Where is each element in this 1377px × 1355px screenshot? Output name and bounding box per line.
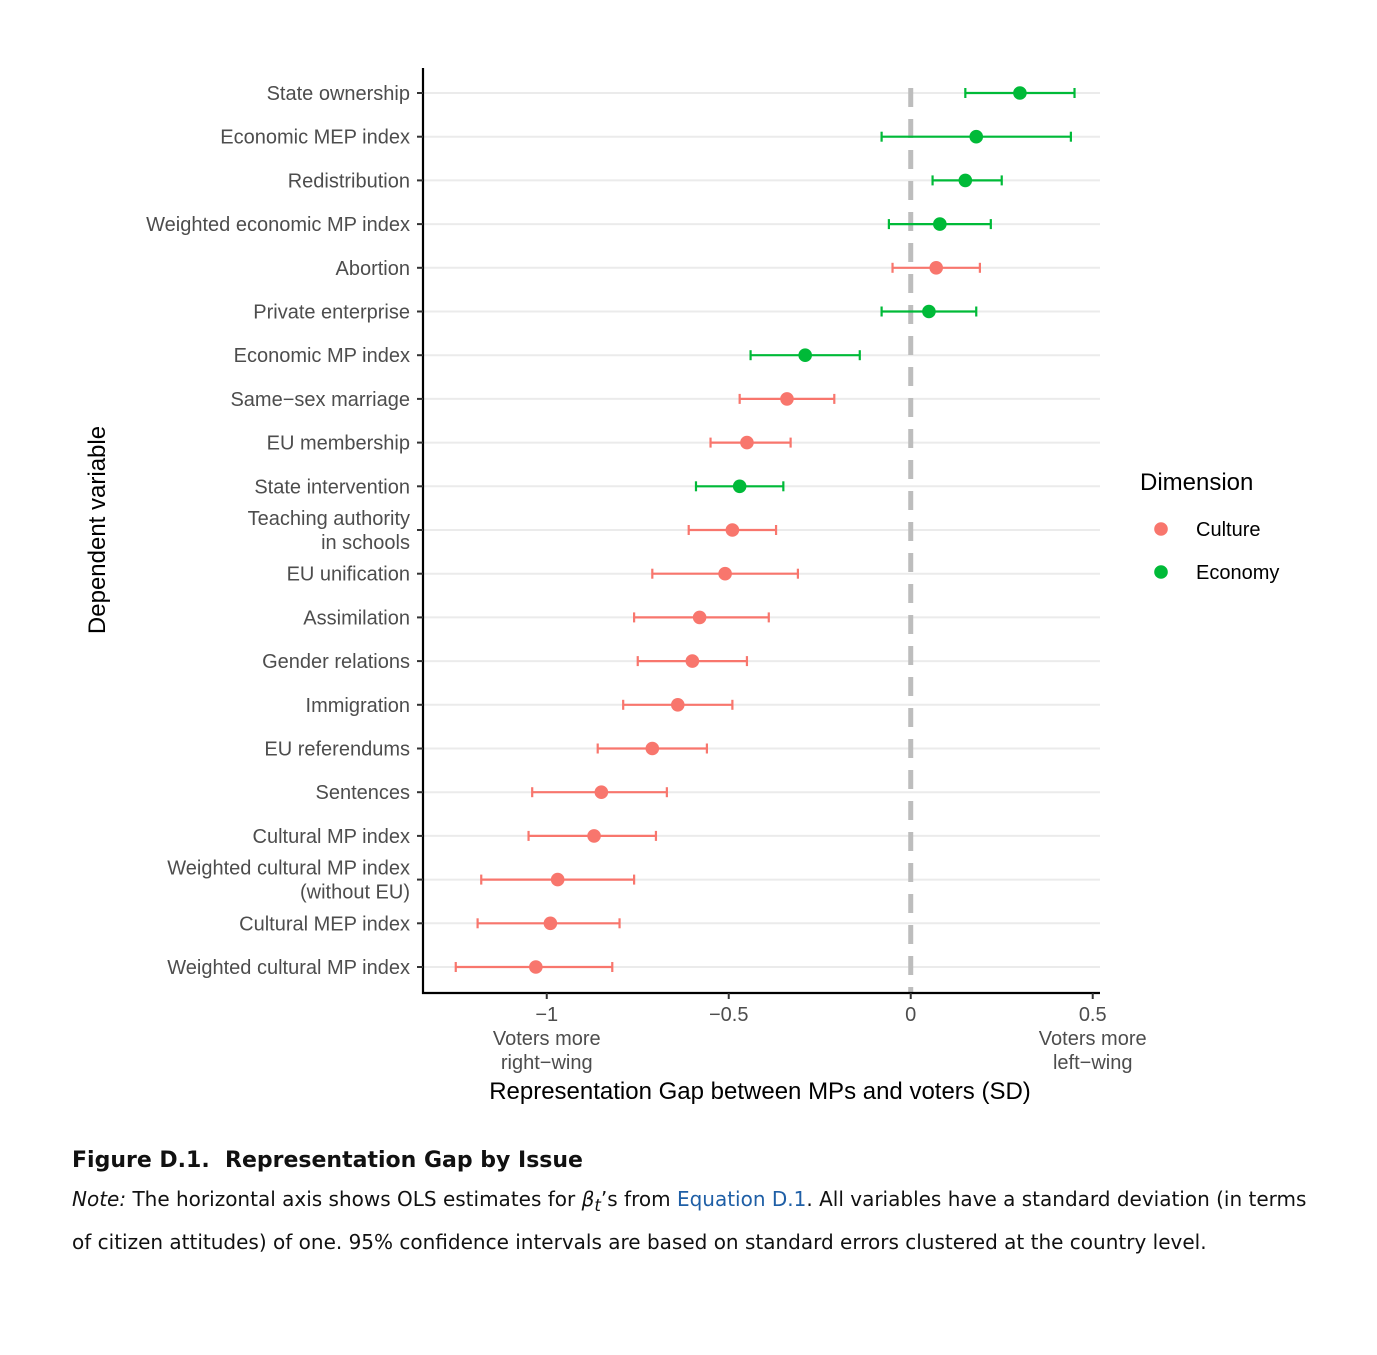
point-estimate [780,392,794,406]
note-text-2: ’s from [600,1187,671,1211]
figure-caption: Figure D.1. Representation Gap by Issue … [72,1148,1322,1261]
point-estimate [529,960,543,974]
y-tick-label: Sentences [315,782,410,804]
figure-title: Representation Gap by Issue [225,1148,583,1173]
y-axis-title: Dependent variable [84,426,111,634]
x-axis-title: Representation Gap between MPs and voter… [489,1078,1031,1105]
point-estimate [692,610,707,625]
y-tick-label: Immigration [306,695,410,717]
y-tick-label: Economic MEP index [220,127,410,149]
point-estimates [529,86,1027,974]
point-estimate [740,435,754,450]
x-axis-annotation: right−wing [501,1052,593,1074]
point-estimate [969,129,984,144]
legend-key [1154,565,1168,579]
y-tick-label: Private enterprise [253,302,410,324]
y-tick-label: Redistribution [288,170,410,192]
y-tick-label: EU referendums [264,739,410,761]
equation-link[interactable]: Equation D.1 [676,1187,807,1211]
representation-gap-chart: State ownership Economic MEP index Redistr… [84,68,1279,1105]
x-tick-label: −0.5 [709,1004,748,1026]
legend-label: Culture [1196,519,1260,541]
y-tick-label: EU unification [287,564,410,586]
point-estimate [594,785,609,799]
point-estimate [550,872,565,887]
note-label: Note: [72,1187,127,1211]
y-tick-label: Weighted economic MP index [146,214,410,236]
note-text-1: The horizontal axis shows OLS estimates … [132,1187,576,1211]
x-tick-label: −1 [535,1004,558,1026]
point-estimate [732,479,747,494]
y-tick-label: Teaching authority [248,508,410,530]
y-axis-ticks: State ownership Economic MEP index Redistr… [146,83,423,979]
figure-label: Figure D.1. [72,1148,210,1173]
point-estimate [1013,86,1027,100]
y-tick-label: Weighted cultural MP index [167,957,410,979]
y-tick-label: EU membership [267,433,410,455]
y-tick-label: State ownership [267,83,410,105]
point-estimate [922,304,936,319]
legend-label: Economy [1196,562,1279,584]
x-axis-annotation: Voters more [493,1028,601,1050]
y-tick-label: Abortion [336,258,411,280]
beta-subscript: t [594,1196,601,1215]
beta-symbol: β [581,1187,595,1211]
point-estimate [929,261,944,275]
point-estimate [685,654,700,668]
y-tick-label: State intervention [254,476,410,498]
x-axis-ticks: −1 −0.5 0 0.5 [535,993,1107,1026]
y-tick-label: Assimilation [303,607,410,629]
caption-title: Figure D.1. Representation Gap by Issue [72,1148,1322,1173]
x-axis-annotation: left−wing [1053,1052,1133,1074]
y-tick-label: Cultural MP index [253,826,410,848]
y-tick-label: Cultural MEP index [239,913,410,935]
caption-note: Note: The horizontal axis shows OLS esti… [72,1181,1322,1261]
point-estimate [645,741,660,756]
y-tick-label: Weighted cultural MP index [167,858,410,880]
point-estimate [718,566,732,581]
y-tick-label: in schools [321,532,410,554]
point-estimate [543,916,558,931]
y-tick-label: Same−sex marriage [230,389,410,411]
y-tick-label: (without EU) [300,882,410,904]
x-tick-label: 0 [905,1004,916,1026]
legend-title: Dimension [1140,469,1253,496]
point-estimate [670,698,685,712]
point-estimate [798,348,812,363]
x-axis-annotation: Voters more [1039,1028,1147,1050]
point-estimate [725,523,740,537]
y-tick-label: Economic MP index [234,345,410,367]
point-estimate [587,829,601,843]
y-tick-label: Gender relations [262,651,410,673]
note-text-3: . All variables have a standard deviatio… [72,1187,1307,1254]
x-tick-label: 0.5 [1079,1004,1107,1026]
legend: Dimension Culture Economy [1140,469,1279,584]
point-estimate [958,173,973,188]
legend-key [1154,522,1168,536]
point-estimate [933,217,947,231]
